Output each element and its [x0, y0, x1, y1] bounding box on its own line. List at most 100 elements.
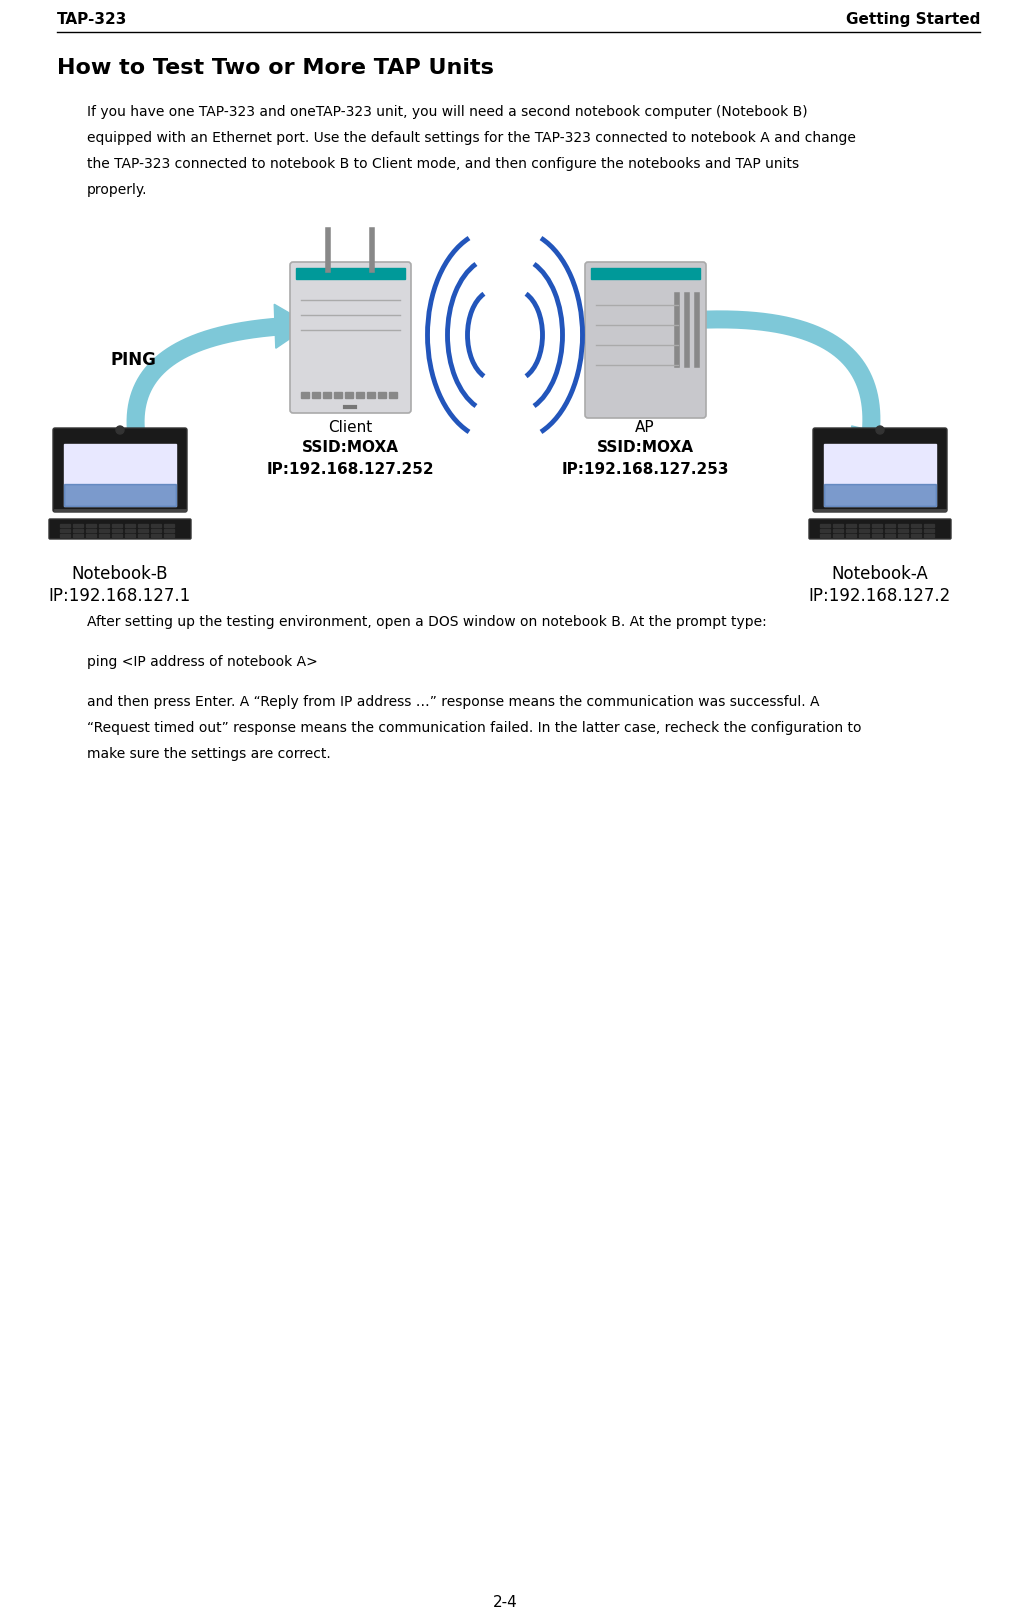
- Bar: [820, 529, 830, 532]
- Text: How to Test Two or More TAP Units: How to Test Two or More TAP Units: [57, 58, 494, 78]
- Bar: [138, 524, 148, 527]
- Text: “Request timed out” response means the communication failed. In the latter case,: “Request timed out” response means the c…: [87, 722, 862, 735]
- Text: the TAP-323 connected to notebook B to Client mode, and then configure the noteb: the TAP-323 connected to notebook B to C…: [87, 157, 799, 172]
- FancyBboxPatch shape: [809, 519, 951, 539]
- Bar: [86, 524, 96, 527]
- Bar: [858, 529, 869, 532]
- Text: 2-4: 2-4: [493, 1595, 517, 1610]
- Bar: [60, 529, 70, 532]
- Bar: [898, 524, 908, 527]
- Polygon shape: [851, 426, 895, 464]
- Bar: [824, 443, 936, 506]
- Bar: [323, 392, 331, 398]
- Bar: [846, 529, 856, 532]
- Bar: [125, 524, 135, 527]
- Text: If you have one TAP-323 and oneTAP-323 unit, you will need a second notebook com: If you have one TAP-323 and oneTAP-323 u…: [87, 105, 808, 120]
- Bar: [367, 392, 375, 398]
- Bar: [334, 392, 342, 398]
- Bar: [125, 529, 135, 532]
- Bar: [885, 524, 895, 527]
- Bar: [64, 484, 176, 506]
- Bar: [356, 392, 364, 398]
- Text: SSID:MOXA: SSID:MOXA: [597, 440, 694, 455]
- Bar: [73, 534, 83, 537]
- Bar: [99, 529, 109, 532]
- Bar: [138, 534, 148, 537]
- Bar: [60, 524, 70, 527]
- Bar: [885, 529, 895, 532]
- Text: and then press Enter. A “Reply from IP address …” response means the communicati: and then press Enter. A “Reply from IP a…: [87, 696, 819, 709]
- Bar: [872, 524, 882, 527]
- Text: make sure the settings are correct.: make sure the settings are correct.: [87, 748, 330, 760]
- Bar: [885, 534, 895, 537]
- Bar: [911, 534, 921, 537]
- Text: IP:192.168.127.1: IP:192.168.127.1: [48, 587, 191, 605]
- Bar: [591, 269, 700, 278]
- Bar: [846, 534, 856, 537]
- Bar: [833, 524, 843, 527]
- Bar: [152, 524, 161, 527]
- Bar: [73, 524, 83, 527]
- Bar: [924, 529, 934, 532]
- Bar: [301, 392, 309, 398]
- Bar: [833, 529, 843, 532]
- Bar: [73, 529, 83, 532]
- Bar: [152, 529, 161, 532]
- Circle shape: [876, 426, 884, 434]
- Text: Notebook-B: Notebook-B: [72, 565, 169, 582]
- Text: Getting Started: Getting Started: [845, 11, 980, 28]
- Bar: [898, 529, 908, 532]
- Text: IP:192.168.127.2: IP:192.168.127.2: [809, 587, 951, 605]
- Bar: [872, 529, 882, 532]
- Bar: [858, 524, 869, 527]
- FancyBboxPatch shape: [813, 429, 947, 511]
- Bar: [60, 534, 70, 537]
- Bar: [138, 529, 148, 532]
- Text: After setting up the testing environment, open a DOS window on notebook B. At th: After setting up the testing environment…: [87, 615, 767, 629]
- Bar: [312, 392, 320, 398]
- Bar: [99, 524, 109, 527]
- Text: PING: PING: [110, 351, 156, 369]
- Text: IP:192.168.127.253: IP:192.168.127.253: [562, 463, 729, 477]
- Text: TAP-323: TAP-323: [57, 11, 127, 28]
- Text: IP:192.168.127.252: IP:192.168.127.252: [267, 463, 434, 477]
- Bar: [820, 534, 830, 537]
- FancyBboxPatch shape: [290, 262, 411, 413]
- Bar: [112, 534, 122, 537]
- Bar: [152, 534, 161, 537]
- Bar: [112, 524, 122, 527]
- FancyBboxPatch shape: [49, 519, 191, 539]
- Bar: [924, 534, 934, 537]
- Bar: [345, 392, 353, 398]
- Bar: [911, 529, 921, 532]
- Text: Client: Client: [328, 421, 372, 435]
- Text: AP: AP: [635, 421, 654, 435]
- Bar: [296, 269, 405, 278]
- Bar: [164, 524, 174, 527]
- Bar: [898, 534, 908, 537]
- Bar: [872, 534, 882, 537]
- Bar: [833, 534, 843, 537]
- Bar: [858, 534, 869, 537]
- Bar: [64, 443, 176, 506]
- Bar: [846, 524, 856, 527]
- Bar: [164, 529, 174, 532]
- Bar: [924, 524, 934, 527]
- Text: SSID:MOXA: SSID:MOXA: [302, 440, 399, 455]
- Text: Notebook-A: Notebook-A: [831, 565, 928, 582]
- Bar: [820, 524, 830, 527]
- FancyBboxPatch shape: [585, 262, 706, 417]
- Bar: [389, 392, 397, 398]
- Text: equipped with an Ethernet port. Use the default settings for the TAP-323 connect: equipped with an Ethernet port. Use the …: [87, 131, 855, 146]
- Bar: [112, 529, 122, 532]
- Bar: [911, 524, 921, 527]
- Bar: [125, 534, 135, 537]
- Bar: [824, 484, 936, 506]
- Bar: [86, 534, 96, 537]
- Bar: [86, 529, 96, 532]
- Circle shape: [116, 426, 124, 434]
- Text: ping <IP address of notebook A>: ping <IP address of notebook A>: [87, 655, 318, 668]
- Bar: [378, 392, 386, 398]
- Bar: [99, 534, 109, 537]
- Text: properly.: properly.: [87, 183, 147, 197]
